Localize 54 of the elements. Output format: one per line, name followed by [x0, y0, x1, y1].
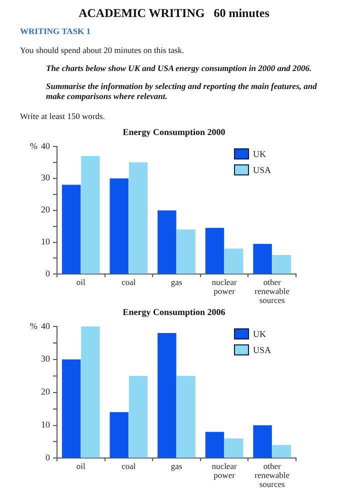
bar [81, 326, 100, 458]
y-tick-label: 30 [41, 172, 50, 183]
bar [205, 432, 224, 458]
x-tick-label: oil [76, 276, 86, 287]
x-tick-label: coal [122, 276, 136, 287]
bar [176, 376, 196, 458]
legend-label: USA [253, 344, 272, 355]
y-tick-label: 0 [46, 268, 50, 279]
bar [62, 359, 81, 458]
legend-label: UK [253, 148, 266, 159]
bar [253, 244, 272, 274]
text: ACADEMIC WRITING 60 minutes [78, 6, 270, 21]
text: You should spend about 20 minutes on this task. [20, 45, 184, 55]
y-tick-label: 30 [41, 354, 50, 364]
x-tick-label: nuclear power [212, 276, 237, 296]
y-tick-label: 20 [41, 386, 50, 397]
bar [128, 162, 148, 274]
y-tick-label: 40 [41, 140, 50, 151]
bar [224, 438, 244, 458]
y-tick-label: 10 [41, 236, 50, 247]
x-tick-label: nuclear power [212, 460, 237, 480]
bar [272, 445, 292, 458]
x-tick-label: gas [170, 276, 182, 287]
bar [128, 376, 148, 458]
bar [205, 228, 224, 274]
bar [176, 229, 196, 274]
x-tick-label: other renewable sources [254, 276, 290, 305]
y-tick-label: 10 [41, 420, 50, 430]
legend-label: UK [253, 328, 266, 339]
chart-title: Energy Consumption 2000 [122, 126, 226, 138]
x-tick-label: oil [76, 460, 86, 471]
x-tick-label: gas [170, 460, 182, 471]
text: The charts below show UK and USA energy consumption in 2000 and 2006. [46, 63, 313, 73]
bar [224, 248, 244, 274]
bar [81, 156, 100, 274]
x-tick-label: other renewable sources [254, 460, 290, 489]
y-axis-title: % [30, 140, 38, 151]
text: Write at least 150 words. [20, 111, 105, 121]
text: Summarise the information by selecting and reporting the main features, and make comparisons where relevant. [46, 81, 318, 101]
y-tick-label: 20 [41, 204, 50, 215]
bar [110, 178, 129, 274]
bar [62, 184, 81, 274]
x-tick-label: coal [122, 460, 136, 471]
bar [272, 255, 292, 274]
y-tick-label: 0 [46, 452, 50, 463]
bar [253, 425, 272, 458]
y-axis-title: % [30, 320, 38, 331]
bar [158, 332, 176, 458]
text: WRITING TASK 1 [20, 26, 91, 36]
legend-label: USA [253, 164, 272, 175]
y-tick-label: 40 [41, 320, 50, 331]
chart-title: Energy Consumption 2006 [122, 306, 226, 318]
bar [110, 412, 129, 458]
bar [158, 210, 176, 274]
